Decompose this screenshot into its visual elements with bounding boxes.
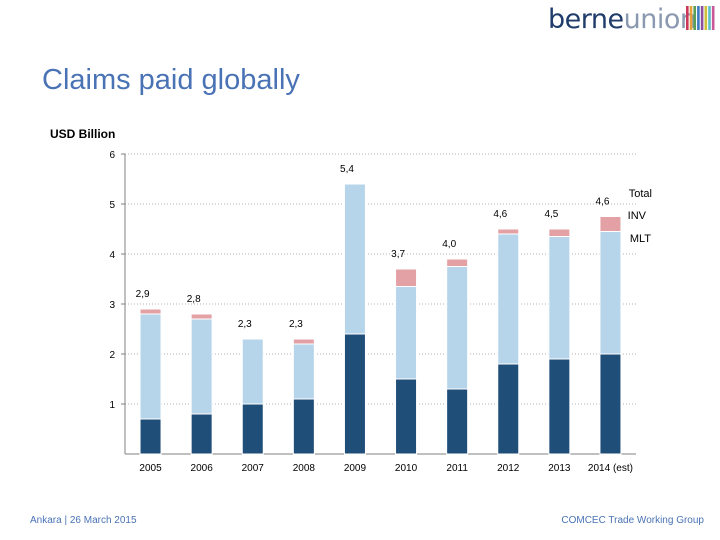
bar-segment-mlt <box>548 236 571 360</box>
claims-bar-chart: 1 2 3 4 5 6 2,9 2005 2,8 2006 2,3 2007 2,3 2008 5,4 200… <box>109 150 652 474</box>
x-tick-label: 2006 <box>191 463 214 474</box>
bar-segment-mlt <box>599 231 622 355</box>
x-tick-label: 2011 <box>446 463 468 474</box>
logo-text-union: union <box>623 4 697 35</box>
total-label: 4,6 <box>596 197 610 208</box>
logo-stripe <box>686 6 689 30</box>
bar-segment-mlt <box>395 286 418 380</box>
bar-segment-st <box>292 398 315 455</box>
berne-union-logo: berneunion <box>548 4 697 35</box>
bar-segment-inv <box>395 268 418 287</box>
bar-segment-st <box>241 403 264 455</box>
legend-total-label: Total <box>629 188 652 200</box>
total-label: 3,7 <box>391 249 405 260</box>
logo-stripe <box>708 6 711 30</box>
y-tick-label: 5 <box>109 200 115 211</box>
bar-segment-st <box>395 378 418 455</box>
y-tick-label: 6 <box>109 150 115 161</box>
x-tick-label: 2008 <box>293 463 316 474</box>
bar-segment-mlt <box>190 318 213 415</box>
logo-stripe <box>704 6 708 30</box>
y-tick-label: 2 <box>109 350 115 361</box>
logo-stripes-icon <box>686 6 715 30</box>
bar-segment-inv <box>190 313 213 320</box>
bar-segment-inv <box>497 228 520 235</box>
logo-stripe <box>711 6 715 30</box>
bar-segment-mlt <box>497 233 520 365</box>
bar-segment-inv <box>139 308 162 315</box>
x-tick-label: 2012 <box>497 463 520 474</box>
x-tick-label: 2010 <box>395 463 418 474</box>
logo-stripe <box>697 6 700 30</box>
page-title: Claims paid globally <box>42 64 300 96</box>
total-label: 4,5 <box>544 209 558 220</box>
bar-segment-st <box>139 418 162 455</box>
total-label: 2,8 <box>187 294 201 305</box>
bar-segment-st <box>497 363 520 455</box>
bar-segment-st <box>599 353 622 455</box>
bar-segment-mlt <box>139 313 162 420</box>
logo-text-berne: berne <box>548 4 624 35</box>
total-label: 5,4 <box>340 164 354 175</box>
total-label: 4,6 <box>493 209 507 220</box>
bar-segment-st <box>190 413 213 455</box>
logo-stripe <box>693 6 696 30</box>
footer-event: Ankara | 26 March 2015 <box>30 515 137 526</box>
legend-inv-label: INV <box>628 210 647 222</box>
x-tick-label: 2007 <box>242 463 265 474</box>
bar-segment-st <box>343 333 366 455</box>
y-tick-label: 3 <box>109 300 115 311</box>
total-label: 2,3 <box>289 319 303 330</box>
bar-segment-inv <box>599 216 622 232</box>
total-label: 2,3 <box>238 319 252 330</box>
unit-label: USD Billion <box>50 127 116 141</box>
logo-stripe <box>689 6 693 30</box>
legend-mlt-label: MLT <box>630 233 651 245</box>
bar-segment-st <box>446 388 469 455</box>
bar-segment-mlt <box>292 343 315 400</box>
bar-segment-inv <box>292 338 315 345</box>
total-label: 2,9 <box>136 289 150 300</box>
total-label: 4,0 <box>442 239 456 250</box>
bar-segment-mlt <box>241 338 264 405</box>
x-tick-label: 2014 (est) <box>588 463 633 474</box>
footer-organization: COMCEC Trade Working Group <box>561 515 704 526</box>
x-tick-label: 2009 <box>344 463 367 474</box>
x-tick-label: 2005 <box>139 463 162 474</box>
bar-segment-inv <box>446 258 469 267</box>
bar-segment-inv <box>548 228 571 237</box>
logo-stripe <box>700 6 704 30</box>
bar-segment-mlt <box>343 183 366 335</box>
bar-segment-st <box>548 358 571 455</box>
y-tick-label: 1 <box>109 400 115 411</box>
x-tick-label: 2013 <box>548 463 571 474</box>
bar-segment-mlt <box>446 266 469 390</box>
y-tick-label: 4 <box>109 250 115 261</box>
